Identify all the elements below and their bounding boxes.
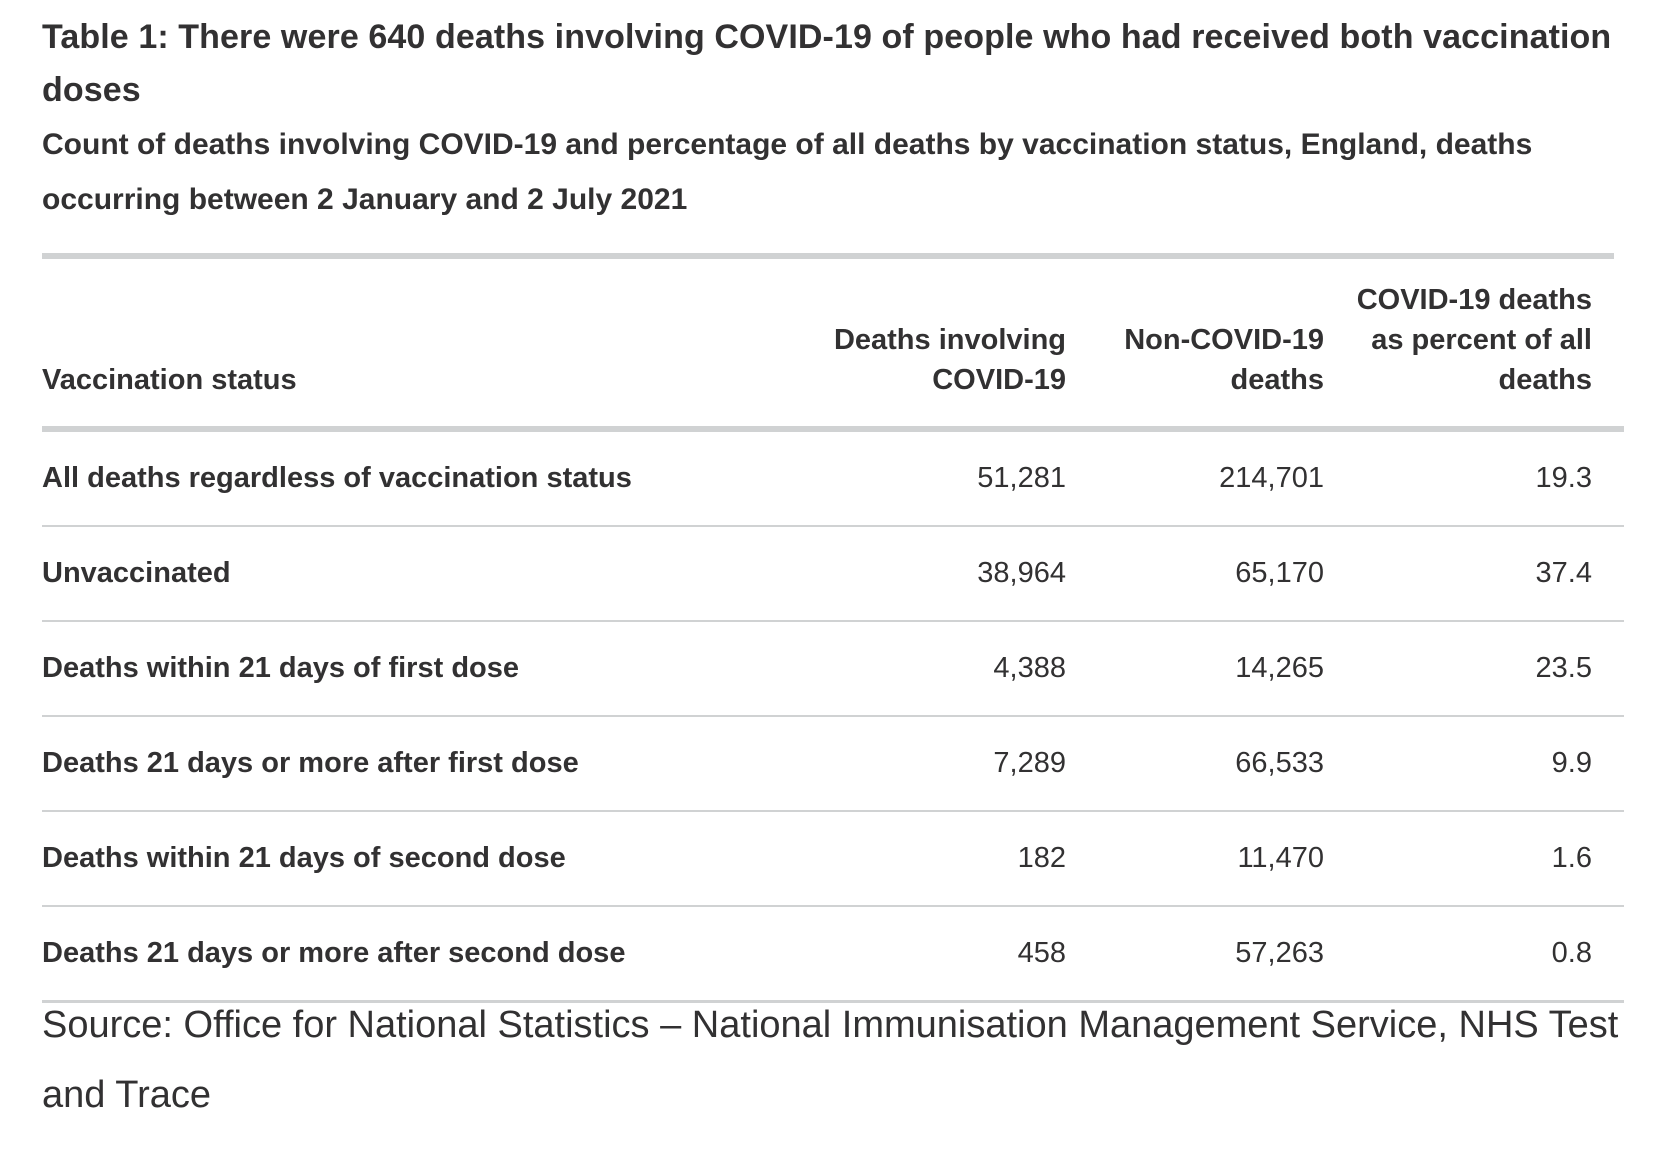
column-header-percent-label: COVID-19 deaths as percent of all deaths (1356, 284, 1592, 396)
row-percent: 23.5 (1324, 621, 1624, 717)
row-percent: 0.8 (1324, 906, 1624, 1003)
row-covid-deaths: 458 (742, 906, 1066, 1003)
table-row: Unvaccinated 38,964 65,170 37.4 (42, 526, 1624, 622)
row-percent: 9.9 (1324, 716, 1624, 812)
row-percent: 1.6 (1324, 811, 1624, 907)
row-status: Deaths 21 days or more after first dose (42, 716, 742, 812)
row-non-covid-deaths: 214,701 (1066, 429, 1324, 527)
table-row: Deaths within 21 days of first dose 4,38… (42, 621, 1624, 717)
column-header-non-covid-deaths-label: Non-COVID-19 deaths (1124, 324, 1324, 396)
table-row: Deaths 21 days or more after second dose… (42, 906, 1624, 1003)
data-table: Vaccination status Deaths involving COVI… (42, 253, 1624, 1003)
column-header-percent: COVID-19 deaths as percent of all deaths (1324, 259, 1624, 432)
row-status: Unvaccinated (42, 526, 742, 622)
row-non-covid-deaths: 57,263 (1066, 906, 1324, 1003)
table-subtitle: Count of deaths involving COVID-19 and p… (42, 128, 1533, 216)
source-note: Source: Office for National Statistics –… (42, 1004, 1619, 1116)
row-non-covid-deaths: 65,170 (1066, 526, 1324, 622)
row-covid-deaths: 7,289 (742, 716, 1066, 812)
row-status: Deaths within 21 days of second dose (42, 811, 742, 907)
table-row: Deaths 21 days or more after first dose … (42, 716, 1624, 812)
row-non-covid-deaths: 11,470 (1066, 811, 1324, 907)
row-status: Deaths within 21 days of first dose (42, 621, 742, 717)
column-header-covid-deaths-label: Deaths involving COVID-19 (833, 324, 1066, 396)
table-header-row: Vaccination status Deaths involving COVI… (42, 259, 1624, 432)
row-non-covid-deaths: 14,265 (1066, 621, 1324, 717)
table-row: Deaths within 21 days of second dose 182… (42, 811, 1624, 907)
column-header-vaccination-status: Vaccination status (42, 259, 742, 432)
row-status: All deaths regardless of vaccination sta… (42, 429, 742, 527)
table-title: Table 1: There were 640 deaths involving… (42, 18, 1612, 109)
table-document: Table 1: There were 640 deaths involving… (42, 0, 1624, 1003)
row-covid-deaths: 4,388 (742, 621, 1066, 717)
row-percent: 37.4 (1324, 526, 1624, 622)
row-covid-deaths: 51,281 (742, 429, 1066, 527)
column-header-non-covid-deaths: Non-COVID-19 deaths (1066, 259, 1324, 432)
row-percent: 19.3 (1324, 429, 1624, 527)
row-non-covid-deaths: 66,533 (1066, 716, 1324, 812)
table-row: All deaths regardless of vaccination sta… (42, 429, 1624, 527)
row-status: Deaths 21 days or more after second dose (42, 906, 742, 1003)
column-header-covid-deaths: Deaths involving COVID-19 (742, 259, 1066, 432)
row-covid-deaths: 182 (742, 811, 1066, 907)
row-covid-deaths: 38,964 (742, 526, 1066, 622)
